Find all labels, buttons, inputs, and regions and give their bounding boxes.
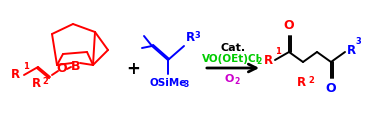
Text: 1: 1: [23, 62, 29, 71]
Text: 1: 1: [275, 47, 281, 56]
Text: Cat.: Cat.: [220, 43, 246, 53]
Text: 2: 2: [308, 76, 314, 85]
Text: +: +: [126, 60, 140, 78]
Text: 2: 2: [42, 77, 48, 86]
Text: R: R: [347, 44, 356, 56]
Text: R: R: [11, 69, 20, 81]
Text: 3: 3: [184, 80, 189, 89]
Text: R: R: [296, 76, 305, 89]
Text: VO(OEt)Cl: VO(OEt)Cl: [202, 54, 260, 64]
Text: O: O: [284, 19, 294, 32]
Text: R: R: [186, 31, 195, 44]
Text: B: B: [71, 60, 81, 74]
Text: OSiMe: OSiMe: [149, 78, 187, 88]
Text: O: O: [57, 62, 67, 76]
Text: 3: 3: [355, 37, 361, 46]
Text: R: R: [31, 77, 40, 90]
Text: 3: 3: [194, 31, 200, 40]
Text: 2: 2: [234, 77, 239, 86]
Text: O: O: [224, 74, 234, 84]
Text: R: R: [264, 53, 273, 67]
Text: 2: 2: [256, 56, 261, 65]
Text: O: O: [326, 82, 336, 95]
